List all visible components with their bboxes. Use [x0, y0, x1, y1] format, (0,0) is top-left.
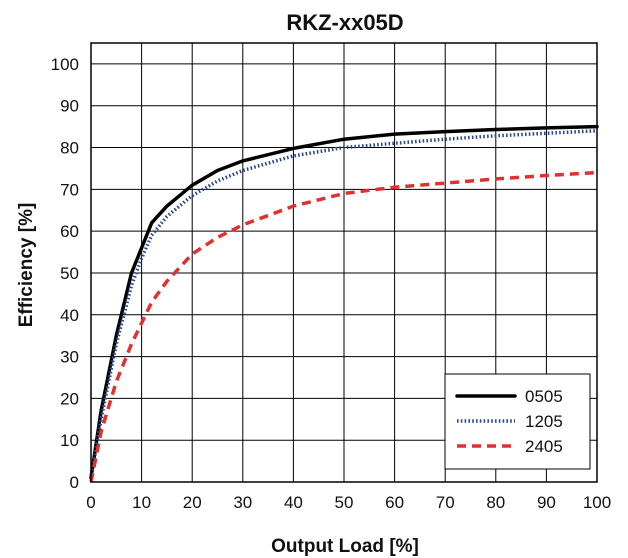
x-tick-label: 60 [385, 493, 404, 512]
y-tick-label: 30 [60, 348, 79, 367]
x-tick-label: 40 [284, 493, 303, 512]
y-tick-label: 100 [51, 55, 79, 74]
x-tick-label: 20 [183, 493, 202, 512]
x-tick-label: 100 [583, 493, 611, 512]
tick-labels: 0 10 20 30 40 50 60 70 80 90 100 0 10 20 30 40 50 60 70 80 9… [51, 55, 612, 512]
plot-frame [90, 42, 598, 483]
plot-series [89, 124, 599, 483]
legend-label-0505: 0505 [525, 387, 563, 406]
y-tick-label: 40 [60, 306, 79, 325]
y-tick-label: 90 [60, 97, 79, 116]
x-tick-label: 50 [335, 493, 354, 512]
y-tick-label: 0 [70, 473, 79, 492]
x-tick-label: 90 [537, 493, 556, 512]
x-tick-label: 70 [436, 493, 455, 512]
legend: 0505 1205 2405 [444, 373, 591, 470]
series-line-1205 [89, 129, 598, 479]
y-axis-label: Efficiency [%] [16, 203, 37, 328]
chart-title: RKZ-xx05D [286, 10, 403, 35]
x-tick-label: 30 [233, 493, 252, 512]
y-tick-label: 80 [60, 139, 79, 158]
x-tick-label: 0 [86, 493, 95, 512]
x-axis-label: Output Load [%] [271, 536, 419, 557]
y-tick-label: 10 [60, 431, 79, 450]
x-tick-label: 10 [132, 493, 151, 512]
y-tick-label: 50 [60, 264, 79, 283]
y-tick-label: 60 [60, 222, 79, 241]
legend-label-1205: 1205 [525, 412, 563, 431]
series-line-0505 [89, 124, 599, 480]
y-tick-label: 70 [60, 180, 79, 199]
legend-label-2405: 2405 [525, 437, 563, 456]
legend-box [444, 373, 591, 470]
x-tick-label: 80 [486, 493, 505, 512]
y-tick-label: 20 [60, 389, 79, 408]
